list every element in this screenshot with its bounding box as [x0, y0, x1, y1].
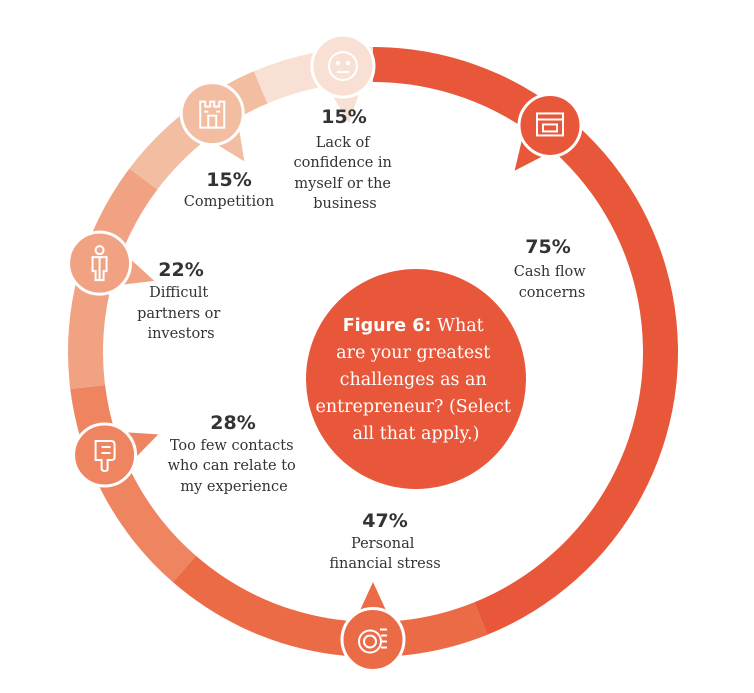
- slice-label: Lack of confidence in myself or the busi…: [294, 135, 397, 212]
- chart-title-bold: Figure 6:: [343, 316, 432, 336]
- label-competition: 15% Competition: [184, 169, 274, 210]
- thumbs-down-icon: [72, 422, 138, 488]
- label-too-few-contacts: 28% Too few contacts who can relate to m…: [168, 412, 301, 495]
- slice-label: Too few contacts who can relate to my ex…: [168, 438, 301, 495]
- data-label: 75%: [525, 236, 570, 258]
- slice-label: Competition: [184, 194, 274, 210]
- ring-icons: [67, 33, 583, 672]
- chart-title: Figure 6: What are your greatest challen…: [315, 316, 516, 444]
- ring-segment: [373, 47, 678, 635]
- center-circle: [306, 269, 526, 489]
- slice-label: Personal financial stress: [329, 536, 440, 572]
- data-label: 15%: [206, 169, 251, 191]
- slice-label: Difficult partners or investors: [137, 285, 225, 342]
- person-icon: [67, 230, 133, 296]
- data-label: 15%: [321, 106, 366, 128]
- label-difficult-partners: 22% Difficult partners or investors: [137, 259, 225, 342]
- label-personal-financial-stress: 47% Personal financial stress: [329, 510, 440, 572]
- data-label: 22%: [158, 259, 203, 281]
- neutral-face-icon: [310, 33, 376, 99]
- data-label: 28%: [210, 412, 255, 434]
- data-label: 47%: [362, 510, 407, 532]
- cash-register-icon: [517, 92, 583, 158]
- coins-icon: [340, 607, 406, 672]
- label-cash-flow: 75% Cash flow concerns: [514, 236, 591, 301]
- ring-segment: [172, 555, 488, 657]
- label-lack-of-confidence: 15% Lack of confidence in myself or the …: [294, 106, 397, 212]
- castle-icon: [179, 81, 245, 147]
- slice-label: Cash flow concerns: [514, 264, 591, 301]
